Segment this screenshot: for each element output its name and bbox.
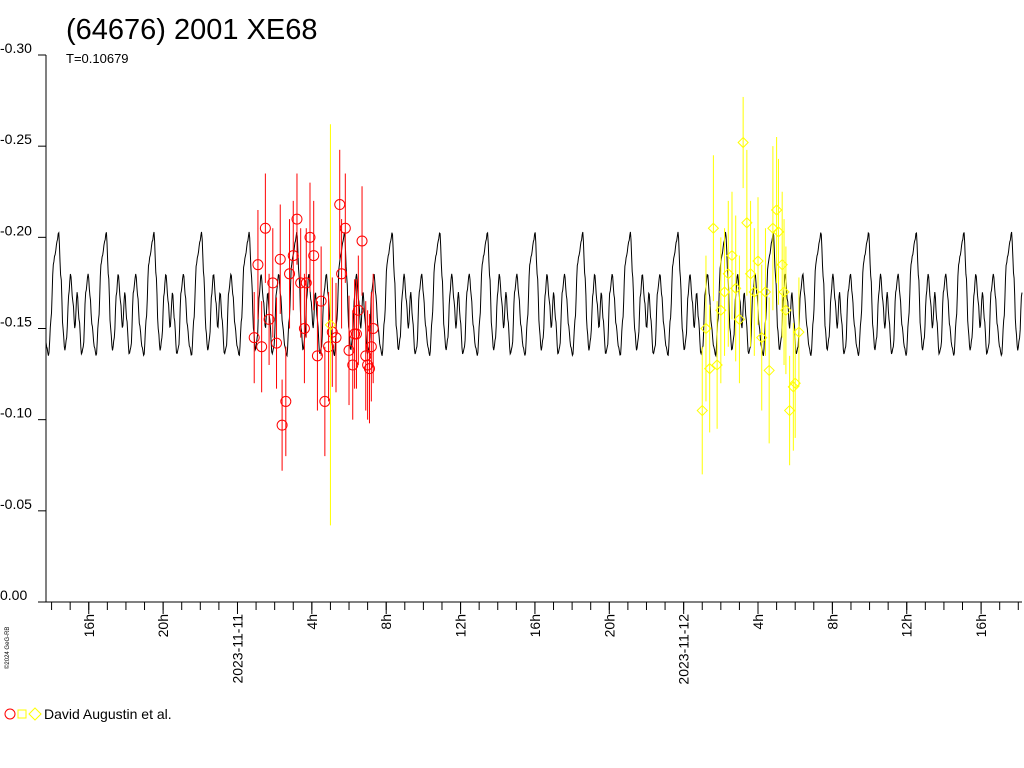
data-point-circle	[287, 250, 299, 262]
data-point-circle	[300, 277, 312, 289]
data-point-circle	[330, 332, 342, 344]
legend-label: David Augustin et al.	[44, 706, 172, 722]
legend-square-marker	[17, 709, 27, 719]
x-tick-label: 2023-11-12	[676, 614, 692, 685]
legend: David Augustin et al.	[4, 706, 172, 722]
data-point-circle	[284, 268, 296, 280]
data-point-diamond	[737, 136, 749, 149]
y-tick-label: 0.00	[0, 587, 27, 603]
y-tick-label: -0.15	[0, 314, 32, 330]
data-point-circle	[365, 341, 377, 353]
data-point-circle	[311, 350, 323, 362]
data-point-circle	[352, 304, 364, 316]
y-tick-label: -0.25	[0, 131, 32, 147]
x-tick-label: 20h	[601, 614, 617, 637]
data-point-diamond	[770, 204, 783, 216]
data-point-diamond	[696, 404, 708, 417]
data-point-circle	[280, 395, 292, 407]
data-point-diamond	[733, 313, 746, 326]
x-tick-label: 12h	[899, 614, 915, 637]
data-point-diamond	[778, 286, 790, 298]
data-point-circle	[248, 332, 260, 344]
data-point-circle	[326, 326, 338, 338]
series-circle	[248, 149, 379, 471]
data-point-diamond	[324, 319, 337, 331]
chart-subtitle: T=0.10679	[66, 51, 129, 66]
x-tick-label: 2023-11-11	[229, 614, 245, 684]
data-point-diamond	[787, 381, 800, 393]
x-tick-label: 12h	[453, 614, 469, 637]
data-point-circle	[267, 277, 279, 289]
data-point-circle	[274, 253, 286, 265]
y-tick-label: -0.20	[0, 222, 32, 238]
data-point-circle	[336, 268, 348, 280]
data-point-circle	[315, 295, 327, 307]
data-point-circle	[263, 313, 275, 325]
x-tick-label: 16h	[81, 614, 97, 637]
y-axis: -0.30 -0.25 -0.20 -0.15 -0.10 -0.05 0.00	[0, 40, 47, 603]
data-point-circle	[256, 341, 268, 353]
data-point-diamond	[752, 255, 764, 267]
chart-title: (64676) 2001 XE68	[66, 14, 318, 46]
copyright-credit: ©2024 GeG-RB	[4, 627, 11, 669]
data-point-diamond	[703, 362, 716, 375]
data-point-circle	[276, 419, 288, 431]
data-point-circle	[298, 323, 310, 334]
y-tick-label: -0.10	[0, 405, 32, 421]
y-tick-label: -0.30	[0, 40, 32, 56]
data-point-circle	[334, 199, 346, 211]
data-point-circle	[339, 222, 351, 234]
data-point-circle	[295, 277, 307, 289]
x-tick-label: 4h	[304, 614, 320, 630]
data-point-diamond	[707, 222, 720, 234]
x-axis: 16h 20h 2023-11-11 4h 8h 12h 16h 20h 2023-11-12 4…	[46, 601, 1022, 685]
data-point-circle	[259, 222, 271, 234]
data-point-circle	[349, 328, 361, 340]
data-point-diamond	[780, 304, 792, 316]
data-point-diamond	[763, 364, 775, 377]
data-point-diamond	[759, 286, 772, 298]
data-point-circle	[356, 235, 368, 247]
x-tick-label: 16h	[973, 614, 989, 637]
data-point-diamond	[793, 326, 805, 338]
data-point-circle	[363, 363, 375, 375]
data-point-circle	[308, 250, 320, 262]
data-point-circle	[319, 395, 331, 407]
data-points-layer	[248, 96, 805, 526]
x-tick-label: 16h	[527, 614, 543, 637]
x-tick-label: 8h	[824, 614, 840, 630]
x-tick-label: 4h	[750, 614, 766, 630]
model-curve-layer	[45, 231, 1023, 358]
data-point-circle	[304, 231, 316, 243]
data-point-circle	[291, 213, 303, 225]
data-point-circle	[367, 323, 379, 334]
data-point-circle	[347, 359, 359, 371]
x-tick-label: 8h	[378, 614, 394, 630]
y-tick-label: -0.05	[0, 496, 32, 512]
x-tick-label: 20h	[155, 614, 171, 637]
model-lightcurve-line	[45, 231, 1023, 358]
series-diamond	[324, 96, 805, 526]
legend-circle-marker	[4, 708, 16, 720]
data-point-circle	[323, 341, 335, 353]
data-point-circle	[343, 344, 355, 356]
legend-diamond-marker	[28, 707, 42, 721]
data-point-circle	[252, 259, 264, 271]
data-point-circle	[271, 337, 283, 349]
